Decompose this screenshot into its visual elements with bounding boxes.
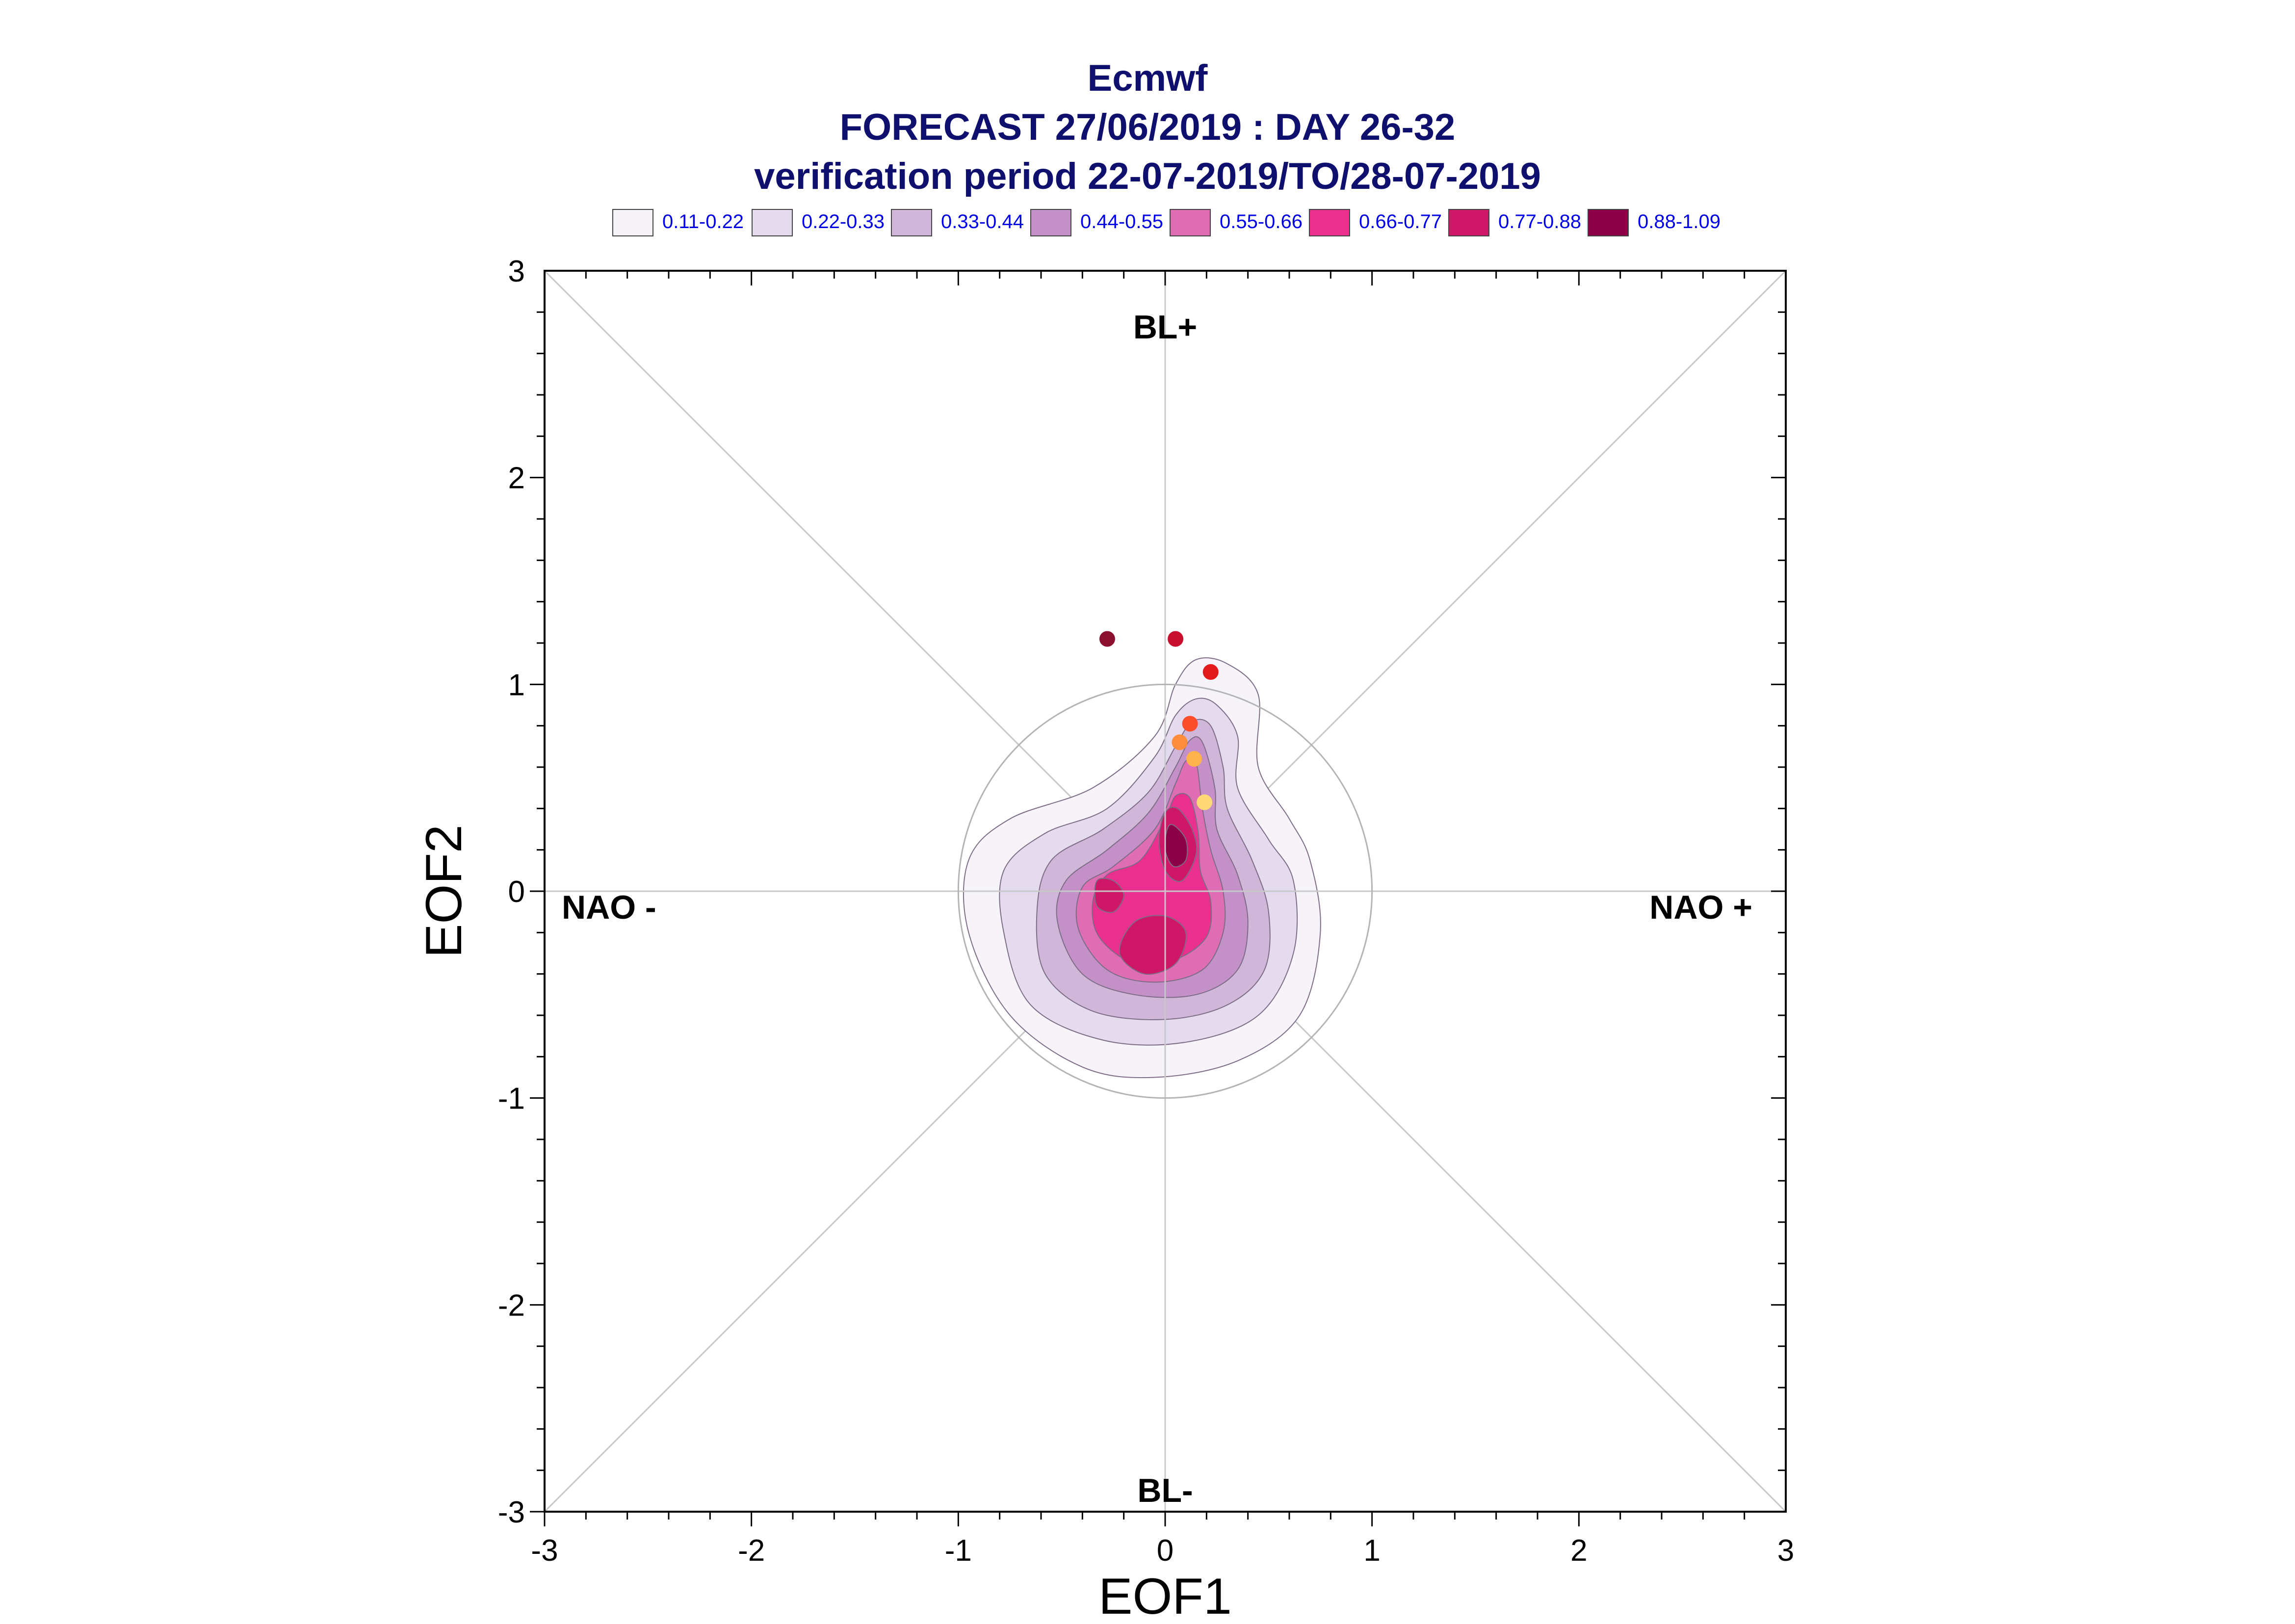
- title-line-1: Ecmwf: [1087, 57, 1208, 99]
- legend-swatch: [1170, 209, 1211, 236]
- regime-label-bottom: BL-: [1137, 1472, 1193, 1509]
- legend-label: 0.11-0.22: [662, 211, 744, 232]
- data-point: [1197, 794, 1213, 810]
- legend-label: 0.77-0.88: [1498, 211, 1582, 232]
- title-line-3: verification period 22-07-2019/TO/28-07-…: [754, 155, 1541, 197]
- x-tick-label: -1: [945, 1534, 972, 1568]
- y-tick-label: 2: [508, 462, 525, 495]
- x-tick-label: 1: [1363, 1534, 1380, 1568]
- data-point: [1182, 716, 1198, 732]
- y-tick-label: 3: [508, 255, 525, 288]
- legend-swatch: [1448, 209, 1489, 236]
- data-point: [1099, 631, 1115, 647]
- x-tick-label: 3: [1777, 1534, 1794, 1568]
- x-axis-label: EOF1: [1098, 1568, 1232, 1624]
- legend-label: 0.88-1.09: [1638, 211, 1721, 232]
- density-contour: [1094, 877, 1124, 913]
- chart-title: Ecmwf FORECAST 27/06/2019 : DAY 26-32 ve…: [0, 54, 2295, 201]
- y-tick-label: -2: [498, 1289, 525, 1322]
- y-tick-label: -1: [498, 1082, 525, 1116]
- legend-swatch: [612, 209, 653, 236]
- data-point: [1172, 734, 1188, 750]
- data-point: [1168, 631, 1184, 647]
- legend-swatch: [1030, 209, 1071, 236]
- y-tick-label: -3: [498, 1495, 525, 1529]
- x-tick-label: 0: [1157, 1534, 1174, 1568]
- legend-label: 0.33-0.44: [941, 211, 1024, 232]
- legend-label: 0.44-0.55: [1080, 211, 1164, 232]
- x-tick-label: 2: [1570, 1534, 1587, 1568]
- regime-label-left: NAO -: [562, 889, 656, 926]
- density-contour: [1164, 824, 1188, 868]
- data-point: [1186, 751, 1202, 767]
- regime-label-right: NAO +: [1649, 889, 1752, 926]
- legend-label: 0.22-0.33: [802, 211, 885, 232]
- title-line-2: FORECAST 27/06/2019 : DAY 26-32: [839, 106, 1456, 148]
- y-tick-label: 0: [508, 875, 525, 909]
- y-tick-label: 1: [508, 668, 525, 702]
- x-tick-label: -3: [531, 1534, 558, 1568]
- data-point: [1202, 664, 1219, 680]
- x-tick-label: -2: [738, 1534, 765, 1568]
- reference-circle: [957, 683, 1373, 1099]
- regime-label-top: BL+: [1133, 309, 1197, 346]
- legend-label: 0.55-0.66: [1220, 211, 1303, 232]
- legend-label: 0.66-0.77: [1359, 211, 1442, 232]
- legend-swatch: [1309, 209, 1350, 236]
- y-axis-label: EOF2: [416, 825, 472, 958]
- legend-swatch: [891, 209, 932, 236]
- legend-swatch: [752, 209, 793, 236]
- legend-swatch: [1588, 209, 1629, 236]
